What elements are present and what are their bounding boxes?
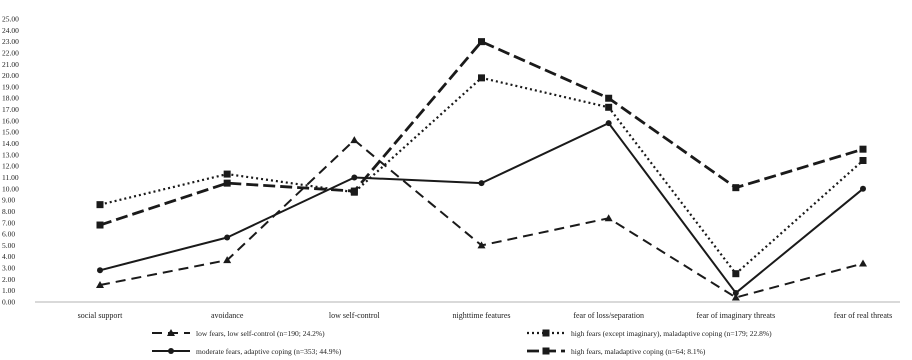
data-point <box>224 234 231 241</box>
legend-marker <box>167 329 175 336</box>
legend-marker <box>542 347 550 355</box>
legend-marker <box>168 348 174 354</box>
series-markers <box>96 38 867 301</box>
data-point <box>350 187 358 195</box>
legend-item: low fears, low self-control (n=190; 24.2… <box>152 329 325 338</box>
y-tick-label: 21.00 <box>2 60 19 69</box>
x-tick-label: fear of imaginary threats <box>696 311 775 320</box>
y-tick-label: 4.00 <box>2 252 15 261</box>
legend-label: high fears, maladaptive coping (n=64; 8.… <box>571 347 706 356</box>
data-point <box>860 185 866 192</box>
y-tick-label: 16.00 <box>2 116 19 125</box>
y-tick-label: 6.00 <box>2 230 15 239</box>
x-tick-label: social support <box>78 311 123 320</box>
data-point <box>351 174 358 181</box>
y-tick-label: 13.00 <box>2 150 19 159</box>
y-tick-label: 3.00 <box>2 264 15 273</box>
legend: low fears, low self-control (n=190; 24.2… <box>152 329 772 356</box>
data-point <box>605 120 612 127</box>
y-tick-label: 17.00 <box>2 105 19 114</box>
x-tick-label: low self-control <box>329 311 381 320</box>
legend-item: moderate fears, adaptive coping (n=353; … <box>152 347 342 356</box>
data-point <box>96 281 104 289</box>
data-point <box>96 201 104 209</box>
y-tick-label: 12.00 <box>2 162 19 171</box>
y-tick-label: 2.00 <box>2 275 15 284</box>
data-point <box>605 94 613 102</box>
data-point <box>859 157 867 164</box>
y-tick-label: 23.00 <box>2 37 19 46</box>
data-point <box>223 256 232 264</box>
legend-item: high fears (except imaginary), maladapti… <box>527 329 772 338</box>
series-line-4 <box>99 40 864 227</box>
y-tick-label: 15.00 <box>2 128 19 137</box>
y-tick-label: 5.00 <box>2 241 15 250</box>
legend-label: high fears (except imaginary), maladapti… <box>571 329 772 338</box>
data-point <box>859 259 867 267</box>
data-point <box>223 179 231 187</box>
y-tick-label: 25.00 <box>2 15 19 24</box>
data-point <box>477 241 486 249</box>
x-tick-label: avoidance <box>211 311 244 320</box>
y-tick-label: 24.00 <box>2 26 19 35</box>
y-tick-label: 1.00 <box>2 286 15 295</box>
y-tick-label: 0.00 <box>2 298 15 307</box>
data-point <box>223 170 231 178</box>
data-point <box>732 289 739 296</box>
data-point <box>732 184 740 192</box>
y-tick-label: 18.00 <box>2 94 19 103</box>
data-point <box>97 267 103 274</box>
series-line-1 <box>99 139 864 299</box>
data-point <box>96 221 104 229</box>
y-tick-label: 19.00 <box>2 82 19 91</box>
x-tick-label: fear of loss/separation <box>573 311 644 320</box>
y-tick-label: 11.00 <box>2 173 19 182</box>
data-point <box>732 270 740 278</box>
x-tick-label: fear of real threats <box>834 311 892 320</box>
series-line-3 <box>99 122 864 294</box>
y-tick-label: 7.00 <box>2 218 15 227</box>
data-point <box>605 103 613 111</box>
data-point <box>478 74 485 82</box>
data-point <box>859 145 867 153</box>
y-tick-label: 20.00 <box>2 71 19 80</box>
data-point <box>350 136 359 144</box>
data-point <box>478 180 485 187</box>
data-point <box>604 214 613 222</box>
y-tick-label: 10.00 <box>2 184 19 193</box>
legend-label: low fears, low self-control (n=190; 24.2… <box>196 329 325 338</box>
y-tick-label: 8.00 <box>2 207 15 216</box>
x-tick-label: nighttime features <box>453 311 511 320</box>
y-tick-label: 9.00 <box>2 196 15 205</box>
y-tick-label: 14.00 <box>2 139 19 148</box>
legend-item: high fears, maladaptive coping (n=64; 8.… <box>527 347 706 356</box>
x-axis: social support avoidance low self-control n… <box>35 301 900 320</box>
legend-label: moderate fears, adaptive coping (n=353; … <box>196 347 342 356</box>
legend-marker <box>542 329 550 337</box>
data-point <box>731 293 740 301</box>
y-tick-label: 22.00 <box>2 48 19 57</box>
y-axis: 0.00 1.00 2.00 3.00 4.00 5.00 6.00 7.00 8.00 9.00… <box>2 15 19 307</box>
data-point <box>478 38 485 46</box>
